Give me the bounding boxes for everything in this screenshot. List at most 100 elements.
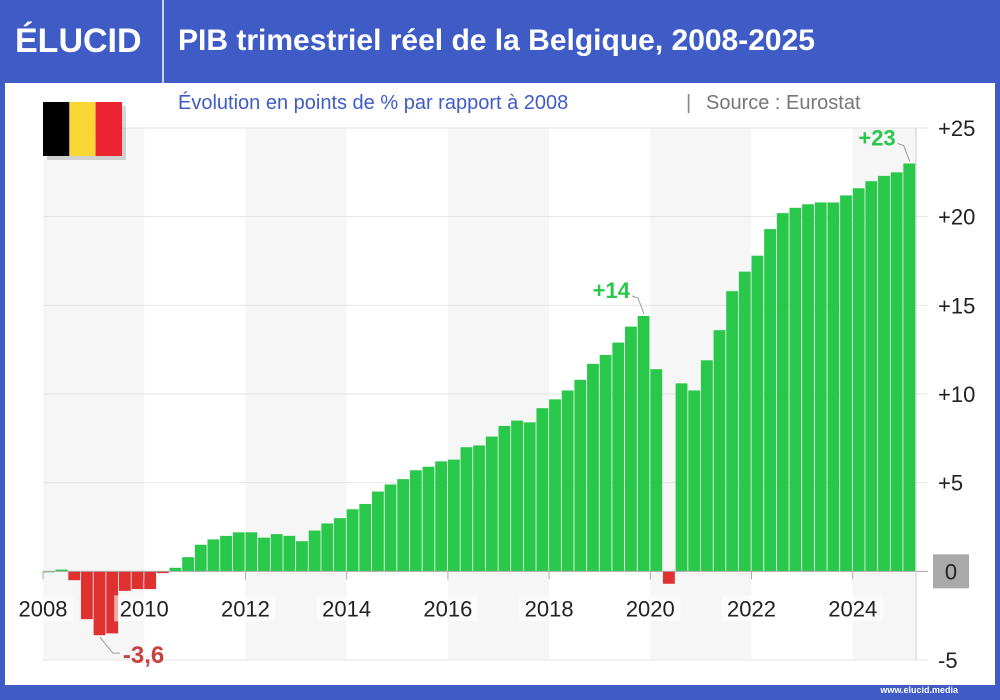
- x-tick-label: 2008: [19, 596, 68, 621]
- x-tick-label-bg: [417, 595, 478, 622]
- y-tick-label: 0: [945, 559, 957, 584]
- bar-2021Q1: [700, 360, 713, 572]
- header: ÉLUCID PIB trimestriel réel de la Belgiq…: [0, 0, 1000, 83]
- subtitle: Évolution en points de % par rapport à 2…: [178, 91, 568, 114]
- bar-2015Q2: [409, 470, 422, 572]
- bar-2021Q4: [738, 271, 751, 572]
- x-tick-label-bg: [721, 595, 782, 622]
- bar-2019Q1: [599, 354, 612, 572]
- bar-2013Q3: [321, 523, 334, 572]
- bar-2017Q1: [498, 425, 511, 572]
- bar-2017Q2: [511, 420, 523, 572]
- bar-2024Q4: [890, 172, 903, 572]
- bar-2022Q4: [789, 207, 802, 572]
- header-divider: [162, 0, 164, 83]
- x-tick-label: 2024: [828, 596, 877, 621]
- bar-2010Q4: [182, 557, 195, 572]
- x-tick-label: 2012: [221, 596, 270, 621]
- x-tick-label-bg: [114, 595, 175, 622]
- bar-2016Q1: [447, 459, 460, 572]
- bar-2014Q4: [384, 484, 397, 572]
- flag-stripe: [69, 102, 96, 156]
- elucid-logo: ÉLUCID: [15, 22, 142, 60]
- belgium-flag: [43, 102, 126, 160]
- chart-title: PIB trimestriel réel de la Belgique, 200…: [178, 24, 815, 57]
- bar-2016Q2: [460, 447, 473, 572]
- bar-2018Q4: [587, 363, 599, 572]
- x-tick-label: 2016: [423, 596, 472, 621]
- bar-2008Q3: [68, 571, 81, 581]
- bar-2011Q1: [194, 544, 207, 572]
- bar-2011Q4: [232, 532, 245, 572]
- y-tick-label: -5: [938, 648, 958, 673]
- footer-url: www.elucid.media: [880, 685, 958, 695]
- bar-2021Q3: [726, 291, 739, 572]
- bar-2013Q1: [296, 541, 308, 572]
- bar-2023Q3: [827, 202, 840, 572]
- bar-2024Q3: [878, 175, 890, 572]
- bar-2017Q3: [523, 422, 536, 572]
- bar-2015Q1: [397, 479, 410, 572]
- source: Source : Eurostat: [706, 92, 861, 114]
- bar-2022Q3: [776, 213, 789, 572]
- bar-2018Q1: [549, 399, 561, 572]
- bar-2013Q4: [334, 518, 346, 572]
- bar-2020Q1: [650, 369, 663, 572]
- bar-2019Q2: [612, 342, 625, 572]
- bar-2020Q4: [688, 390, 701, 572]
- annotation-leader: [99, 636, 120, 654]
- x-tick-label: 2014: [322, 596, 371, 621]
- subtitle-separator: |: [686, 92, 691, 114]
- y-tick-label: +5: [938, 471, 963, 496]
- bar-2008Q4: [80, 571, 93, 620]
- x-tick-label: 2020: [626, 596, 675, 621]
- bar-2014Q1: [346, 509, 359, 572]
- bar-2010Q3: [169, 567, 182, 572]
- y-tick-label: +10: [938, 382, 975, 407]
- zero-label-bg: [933, 554, 969, 589]
- y-tick-label: +25: [938, 116, 975, 141]
- bar-2018Q3: [574, 379, 587, 572]
- bar-2012Q3: [270, 534, 283, 572]
- x-tick-label-bg: [519, 595, 580, 622]
- bar-2019Q4: [637, 315, 650, 572]
- bar-2019Q3: [625, 326, 637, 572]
- bar-2015Q3: [422, 466, 435, 572]
- flag-stripe: [43, 102, 70, 156]
- x-tick-label-bg: [316, 595, 377, 622]
- x-tick-label: 2018: [525, 596, 574, 621]
- bar-2025Q1: [903, 163, 916, 572]
- bar-2009Q2: [106, 571, 119, 634]
- x-tick-label: 2010: [120, 596, 169, 621]
- x-tick-label: 2022: [727, 596, 776, 621]
- bar-2020Q2: [662, 571, 675, 584]
- bar-2017Q4: [536, 408, 549, 572]
- bar-2022Q2: [764, 229, 777, 572]
- bar-2009Q4: [131, 571, 144, 590]
- bar-2022Q1: [751, 255, 764, 572]
- annotation-label: +23: [858, 125, 895, 150]
- bar-2011Q2: [207, 539, 220, 572]
- bar-2023Q1: [802, 204, 814, 572]
- bar-2011Q3: [220, 535, 232, 572]
- bar-2015Q4: [435, 461, 448, 572]
- annotation-label: +14: [593, 278, 631, 303]
- bar-2018Q2: [561, 390, 574, 572]
- y-tick-label: +20: [938, 205, 975, 230]
- bar-2023Q4: [840, 195, 852, 572]
- bar-2021Q2: [713, 330, 726, 572]
- annotation-leader: [897, 142, 911, 162]
- bar-2020Q3: [675, 383, 688, 572]
- bar-2009Q3: [118, 571, 131, 591]
- bar-2012Q1: [245, 532, 258, 572]
- x-tick-label-bg: [822, 595, 883, 622]
- annotation-label: -3,6: [123, 642, 164, 669]
- flag-stripe: [95, 102, 122, 156]
- bar-2024Q1: [852, 188, 865, 572]
- bar-2016Q3: [473, 445, 486, 572]
- annotation-leader: [631, 295, 645, 315]
- bar-2010Q2: [156, 571, 169, 574]
- bar-2023Q2: [814, 202, 827, 572]
- bar-2014Q2: [359, 503, 372, 572]
